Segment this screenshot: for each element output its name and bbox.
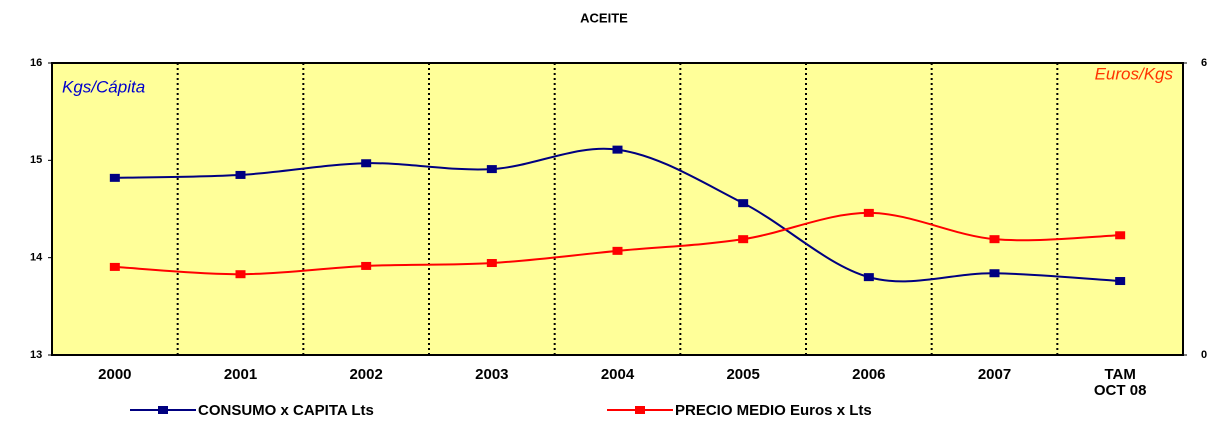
data-point xyxy=(612,145,623,154)
y2-axis-label: Euros/Kgs xyxy=(1095,64,1174,83)
data-point xyxy=(989,269,1000,278)
x-tick-label: 2006 xyxy=(852,366,886,383)
y-axis-label: Kgs/Cápita xyxy=(62,77,145,96)
chart-title: ACEITE xyxy=(580,10,628,25)
x-tick-label: 2002 xyxy=(349,366,383,383)
data-point xyxy=(738,199,749,208)
x-tick-label: 2005 xyxy=(726,366,760,383)
data-point xyxy=(1115,277,1126,286)
plot-area xyxy=(51,62,1184,356)
x-tick-label: 2000 xyxy=(98,366,132,383)
x-tick-label: 2003 xyxy=(475,366,509,383)
data-point xyxy=(612,246,623,255)
x-tick-label: TAM OCT 08 xyxy=(1093,366,1147,399)
data-point xyxy=(1115,231,1126,240)
data-point xyxy=(361,159,372,168)
data-point xyxy=(235,170,246,179)
y-tick-label: 15 xyxy=(30,154,42,166)
x-tick-label: 2001 xyxy=(223,366,258,383)
y-tick-label: 13 xyxy=(30,349,42,361)
data-point xyxy=(738,235,749,244)
data-point xyxy=(863,208,874,217)
y2-tick-label: 6 xyxy=(1201,57,1207,69)
legend-label: PRECIO MEDIO Euros x Lts xyxy=(675,402,872,419)
data-point xyxy=(486,259,497,268)
x-tick-label: 2007 xyxy=(977,366,1012,383)
data-point xyxy=(235,270,246,279)
legend-label: CONSUMO x CAPITA Lts xyxy=(198,402,374,419)
legend-marker xyxy=(158,406,168,414)
data-point xyxy=(361,261,372,270)
data-point xyxy=(109,262,120,271)
data-point xyxy=(486,165,497,174)
y-tick-label: 14 xyxy=(30,252,43,264)
data-point xyxy=(989,235,1000,244)
legend-marker xyxy=(635,406,645,414)
y2-tick-label: 0 xyxy=(1201,349,1207,361)
data-point xyxy=(863,273,874,282)
y-tick-label: 16 xyxy=(30,57,42,69)
x-tick-label: 2004 xyxy=(600,366,635,383)
data-point xyxy=(109,173,120,182)
